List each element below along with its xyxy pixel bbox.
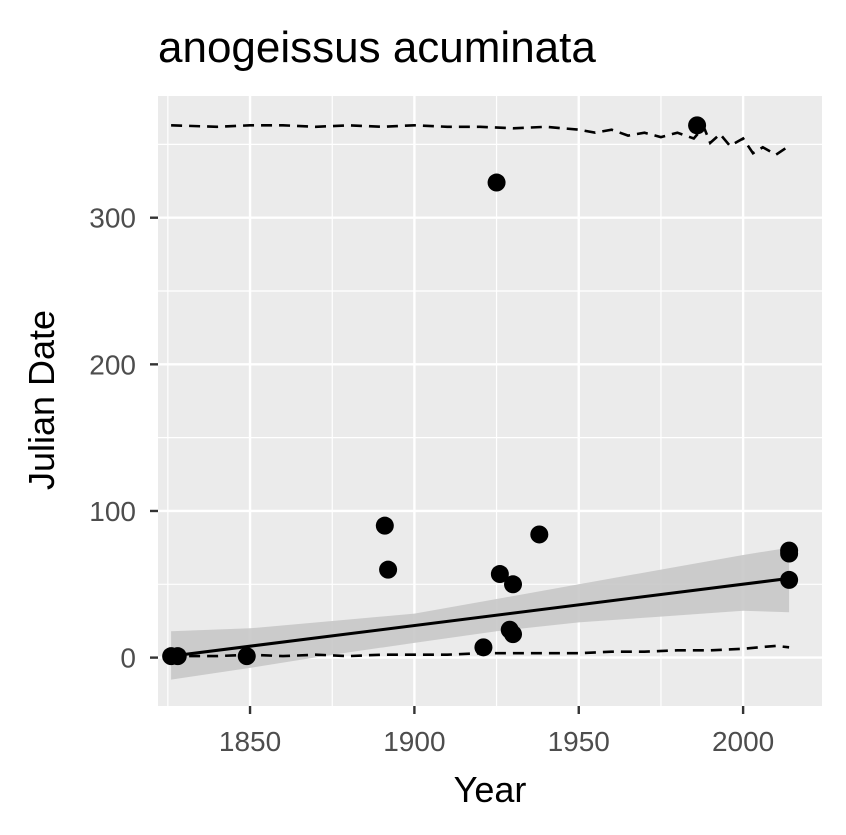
data-point [375,516,394,535]
line-layer [170,123,790,658]
data-point [504,625,523,644]
data-point [474,638,493,657]
data-point [487,173,506,192]
x-tick-label: 1900 [383,726,445,757]
y-tick-label: 300 [89,203,136,234]
y-tick-label: 100 [89,496,136,527]
data-points [162,116,799,666]
data-point [168,647,187,666]
confidence-band-layer [171,547,790,680]
x-axis-title: Year [454,769,527,810]
data-point [379,560,398,579]
data-point [530,525,549,544]
y-tick-label: 0 [120,643,136,674]
data-point [504,575,523,594]
confidence-band [171,547,790,680]
chart-title: anogeissus acuminata [158,23,596,72]
data-point [780,570,799,589]
data-point [688,116,707,135]
data-point [237,647,256,666]
x-tick-label: 2000 [712,726,774,757]
axes: 1850 1900 1950 2000 0 100 200 300 [89,203,774,757]
y-axis-title: Julian Date [21,310,62,490]
data-point [780,544,799,563]
lower-quantile-line [171,644,790,658]
x-tick-label: 1950 [548,726,610,757]
y-tick-label: 200 [89,349,136,380]
data-point [490,565,509,584]
x-tick-label: 1850 [219,726,281,757]
upper-quantile-line [171,123,790,157]
trend-line [170,576,790,658]
